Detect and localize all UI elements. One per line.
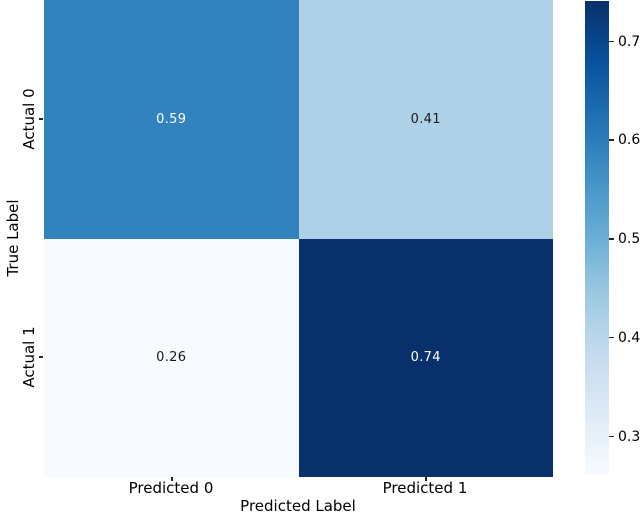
colorbar-tick-label: 0.4 <box>618 329 640 346</box>
y-tick-mark-actual0 <box>39 118 43 120</box>
colorbar-tick-label: 0.5 <box>618 231 640 247</box>
colorbar-tick-mark <box>609 336 614 339</box>
cell-value: 0.59 <box>156 111 187 127</box>
x-tick-mark-predicted0 <box>171 477 173 481</box>
y-tick-label-actual1: Actual 1 <box>20 326 38 388</box>
heatmap-grid: 0.59 0.41 0.26 0.74 <box>44 0 553 477</box>
y-tick-mark-actual1 <box>39 356 43 358</box>
x-tick-label-predicted0: Predicted 0 <box>128 479 214 497</box>
x-tick-label-predicted1: Predicted 1 <box>382 479 468 497</box>
cell-value: 0.26 <box>156 350 187 366</box>
y-tick-label-actual0: Actual 0 <box>20 88 38 150</box>
colorbar-tick-label: 0.6 <box>618 132 640 149</box>
heatmap-cell-actual1-predicted1: 0.74 <box>298 238 553 477</box>
colorbar-tick-mark <box>609 238 614 240</box>
colorbar-tick-mark <box>609 40 614 42</box>
heatmap-cell-actual0-predicted0: 0.59 <box>44 0 299 239</box>
colorbar-tick-label: 0.3 <box>618 428 640 445</box>
cell-value: 0.74 <box>410 350 441 366</box>
colorbar-tick-mark <box>609 139 614 141</box>
colorbar-tick-label: 0.7 <box>618 33 640 50</box>
y-axis-label: True Label <box>4 199 22 277</box>
x-axis-label: Predicted Label <box>240 497 356 515</box>
cell-value: 0.41 <box>410 111 441 127</box>
heatmap-cell-actual1-predicted0: 0.26 <box>44 238 299 477</box>
colorbar <box>585 1 609 475</box>
colorbar-tick-mark <box>609 435 614 437</box>
x-tick-mark-predicted1 <box>425 477 427 481</box>
heatmap-cell-actual0-predicted1: 0.41 <box>298 0 553 239</box>
